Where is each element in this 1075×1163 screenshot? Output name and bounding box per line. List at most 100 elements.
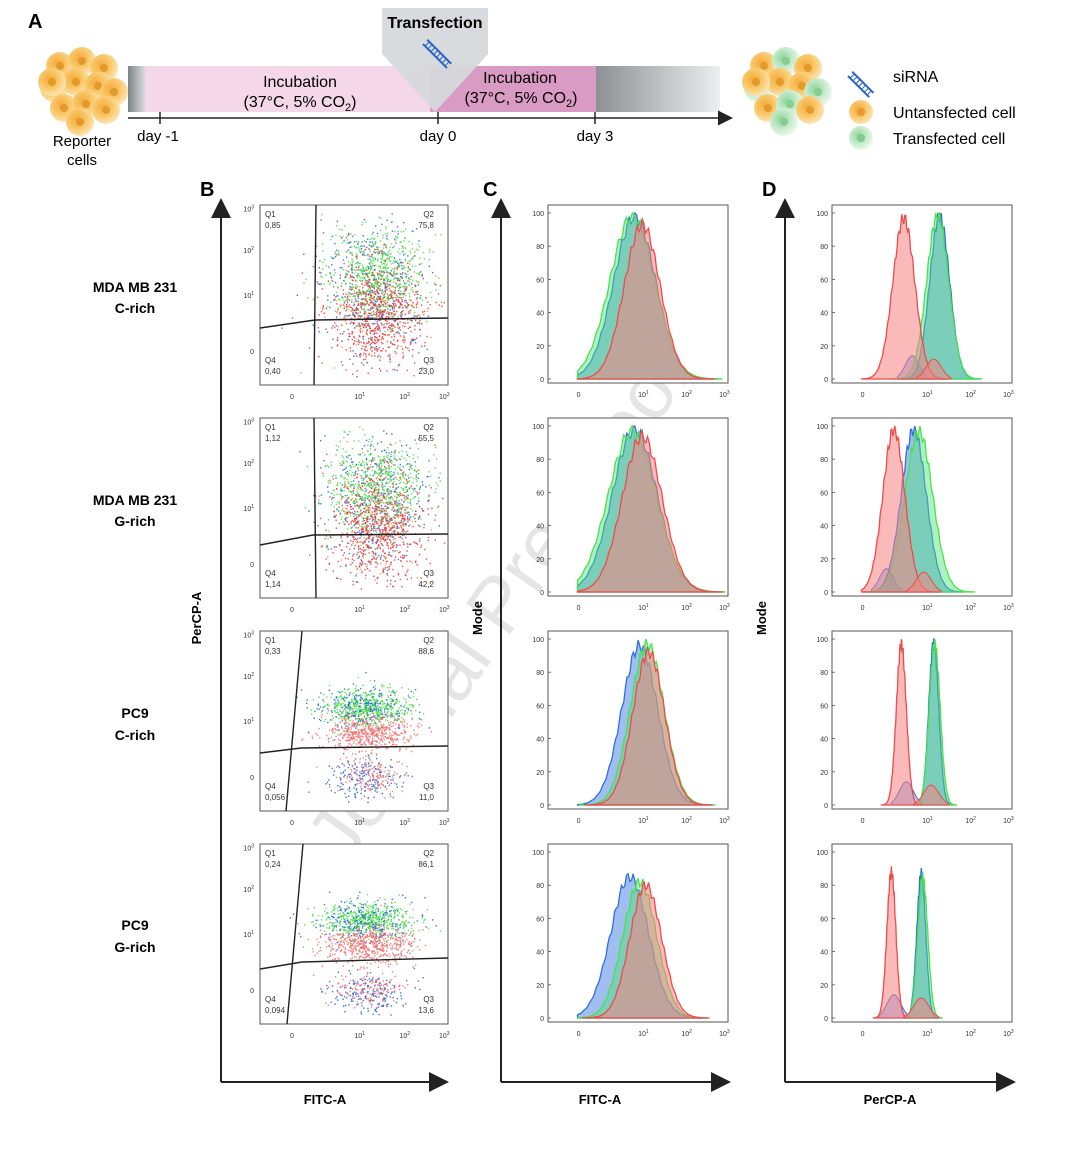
scatter-dot [396,719,398,721]
scatter-dot [346,295,349,297]
scatter-dot [342,304,345,306]
scatter-dot [360,687,362,690]
scatter-dot [407,255,409,257]
scatter-dot [369,560,371,562]
scatter-dot [401,515,403,517]
scatter-dot [332,730,334,732]
scatter-dot [400,455,403,457]
scatter-dot [365,291,367,294]
scatter-dot [367,238,369,240]
scatter-dot [402,357,404,359]
scatter-dot [356,722,358,725]
scatter-dot [396,761,398,763]
scatter-dot [336,249,338,251]
scatter-dot [378,325,380,327]
scatter-dot [376,699,378,701]
scatter-dot [441,305,443,307]
scatter-dot [347,517,349,519]
scatter-dot [357,309,359,311]
scatter-dot [365,517,367,519]
scatter-dot [382,741,384,743]
scatter-dot [396,711,398,713]
scatter-dot [382,479,385,481]
scatter-dot [375,308,377,310]
scatter-dot [428,496,430,498]
scatter-dot [418,322,420,324]
scatter-dot [345,460,347,462]
scatter-dot [346,546,348,548]
scatter-dot [370,465,372,468]
scatter-dot [368,353,371,355]
scatter-dot [331,475,334,478]
scatter-dot [365,320,368,322]
scatter-dot [348,729,350,731]
scatter-dot [369,729,371,731]
scatter-dot [352,715,355,717]
scatter-dot [363,502,366,504]
scatter-dot [388,306,390,308]
scatter-dot [409,281,411,283]
scatter-dot [337,690,339,693]
scatter-dot [365,529,367,531]
scatter-dot [341,516,343,518]
scatter-dot [347,260,350,263]
scatter-dot [406,560,408,562]
scatter-dot [359,551,361,553]
scatter-dot [386,507,388,510]
scatter-dot [341,484,343,486]
scatter-dot [366,467,368,470]
scatter-dot [403,332,405,334]
scatter-dot [355,539,358,541]
scatter-dot [350,527,352,529]
scatter-dot [393,306,395,308]
cell-nucleus [804,64,812,72]
scatter-dot [366,568,369,570]
scatter-dot [382,497,384,499]
scatter-dot [358,515,360,517]
scatter-dot [377,259,379,262]
scatter-dot [351,536,354,538]
scatter-dot [335,444,337,447]
scatter-frame [259,630,449,812]
scatter-dot [379,272,381,275]
scatter-dot [400,527,403,529]
scatter-dot [388,294,390,297]
scatter-dot [428,258,431,261]
scatter-dot [362,291,364,293]
scatter-dot [355,284,357,286]
scatter-dot [326,546,328,548]
scatter-dot [300,372,302,374]
scatter-dot [401,299,403,301]
scatter-dot [370,717,372,719]
scatter-dot [371,346,374,349]
scatter-dot [400,469,403,471]
scatter-dot [378,251,380,253]
scatter-dot [376,734,378,736]
scatter-dot [365,457,368,460]
scatter-dot [346,456,348,458]
scatter-dot [387,695,389,697]
scatter-dot [343,460,345,462]
scatter-dot [405,701,407,704]
scatter-dot [349,288,351,290]
scatter-dot [373,575,375,577]
scatter-dot [343,436,345,439]
scatter-dot [364,553,367,555]
scatter-dot [385,350,387,352]
scatter-dot [361,496,363,498]
scatter-dot [378,464,380,466]
scatter-dot [356,709,358,711]
scatter-dot [368,547,370,550]
scatter-dot [385,319,387,321]
scatter-dot [411,468,413,470]
scatter-dot [376,700,378,703]
scatter-dot [303,282,305,284]
scatter-dot [387,311,389,313]
scatter-dot [389,555,392,557]
scatter-dot [379,313,381,315]
scatter-dot [403,525,405,527]
scatter-dot [420,724,423,726]
scatter-dot [374,718,377,720]
scatter-dot [353,712,356,714]
scatter-dot [397,230,399,232]
